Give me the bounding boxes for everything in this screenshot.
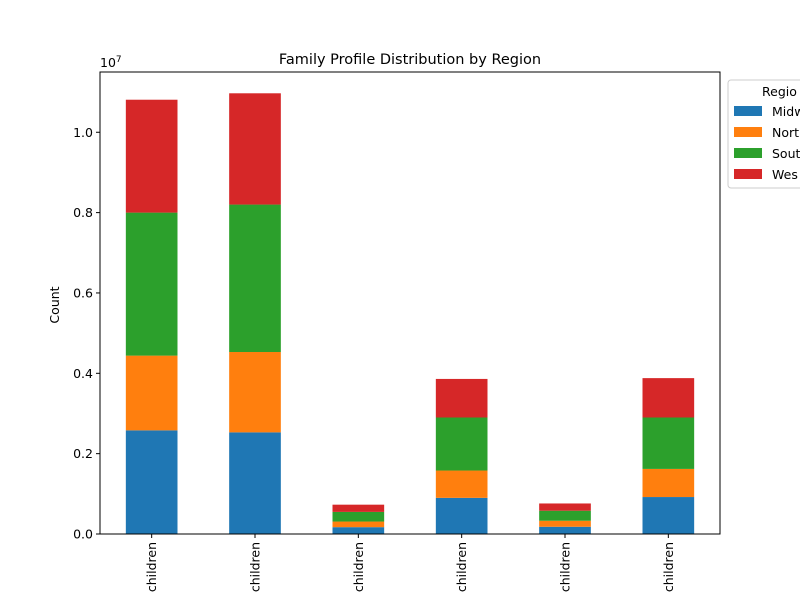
bars-group	[125, 93, 695, 534]
bar-segment-nort-5	[642, 468, 695, 498]
x-tick-label: children	[351, 542, 366, 592]
bar-segment-wes-4	[539, 503, 591, 511]
x-tick-label: children	[558, 542, 573, 592]
y-tick-label: 0.4	[73, 366, 93, 381]
bar-segment-wes-2	[332, 504, 385, 512]
legend-swatch-sout	[734, 148, 762, 158]
bar-segment-midw-1	[229, 432, 281, 534]
bar-segment-nort-3	[435, 470, 488, 498]
bar-segment-midw-2	[332, 527, 385, 534]
bar-segment-nort-2	[332, 521, 385, 528]
y-tick-label: 0.8	[73, 205, 93, 220]
bar-segment-sout-4	[539, 510, 591, 521]
legend-label-midw: Midw	[772, 104, 800, 119]
x-tick-label: children	[248, 542, 263, 592]
bar-segment-wes-1	[229, 93, 281, 205]
x-axis: children children children children children…	[144, 534, 676, 592]
x-tick-label: children	[144, 542, 159, 592]
bar-segment-sout-5	[642, 417, 695, 469]
bar-segment-nort-1	[229, 352, 281, 433]
bar-segment-wes-3	[435, 378, 488, 418]
plot-frame	[99, 71, 721, 535]
legend-swatch-nort	[734, 127, 762, 137]
bar-segment-midw-3	[435, 497, 488, 534]
y-tick-label: 1.0	[73, 125, 93, 140]
y-tick-label: 0.2	[73, 446, 93, 461]
bar-segment-sout-0	[125, 212, 178, 356]
bar-segment-sout-3	[435, 417, 488, 471]
bar-segment-sout-2	[332, 511, 385, 522]
bar-segment-midw-0	[125, 430, 178, 534]
y-axis-label: Count	[47, 286, 62, 323]
y-axis-offset-label: 107	[100, 55, 122, 70]
bar-segment-wes-0	[125, 99, 178, 213]
y-tick-label: 0.0	[73, 527, 93, 542]
legend-swatch-midw	[734, 106, 762, 116]
y-axis: 0.0 0.2 0.4 0.6 0.8 1.0	[73, 125, 100, 542]
legend-title: Regio	[762, 84, 797, 99]
bar-segment-nort-4	[539, 520, 591, 527]
x-tick-label: children	[454, 542, 469, 592]
bar-segment-nort-0	[125, 355, 178, 431]
chart-title: Family Profile Distribution by Region	[279, 52, 541, 68]
bar-segment-sout-1	[229, 204, 281, 353]
legend-swatch-wes	[734, 169, 762, 179]
legend-label-nort: Nort	[772, 125, 799, 140]
y-tick-label: 0.6	[73, 285, 93, 300]
legend: Regio Midw Nort Sout Wes	[727, 79, 800, 189]
x-tick-label: children	[661, 542, 676, 592]
bar-segment-wes-5	[642, 378, 695, 418]
legend-label-wes: Wes	[772, 167, 798, 182]
bar-segment-midw-5	[642, 497, 695, 534]
bar-segment-midw-4	[539, 526, 591, 534]
legend-label-sout: Sout	[772, 146, 800, 161]
